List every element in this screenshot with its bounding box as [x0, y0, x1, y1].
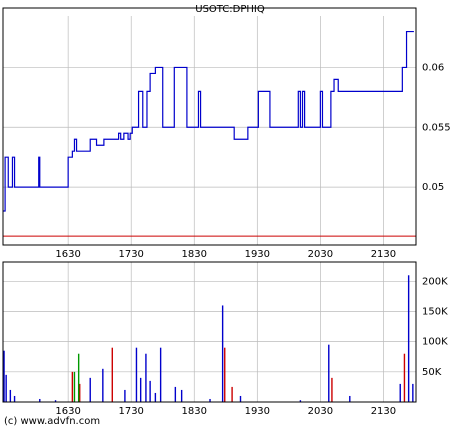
x-tick-label: 1630: [55, 249, 80, 260]
volume-bar: [209, 398, 211, 402]
volume-bar: [180, 389, 183, 402]
x-tick-label: 1930: [245, 249, 270, 260]
volume-bar: [221, 305, 224, 402]
volume-bar: [224, 347, 226, 402]
volume-bar: [135, 347, 138, 402]
x-tick-label: 1830: [182, 406, 207, 417]
volume-bar: [239, 395, 242, 402]
x-tick-label: 2130: [371, 249, 396, 260]
volume-bar: [102, 368, 104, 402]
chart-title: USOTC:DPHIQ: [195, 4, 265, 15]
volume-bar: [3, 350, 5, 402]
plot-frame: [2, 7, 417, 246]
x-tick-label: 2030: [308, 406, 333, 417]
volume-bar: [9, 389, 12, 402]
volume-bar: [79, 383, 81, 402]
volume-bar: [328, 344, 330, 402]
x-tick-label: 1730: [118, 406, 143, 417]
plot-frame: [2, 261, 417, 403]
volume-bar: [145, 353, 147, 402]
volume-bar: [39, 398, 41, 402]
volume-bar: [154, 392, 157, 402]
volume-bar: [331, 377, 333, 402]
x-tick-label: 1930: [245, 406, 270, 417]
volume-bar: [77, 353, 80, 402]
volume-bar: [412, 383, 414, 402]
y-tick-label: 50K: [422, 367, 442, 378]
volume-bar: [111, 347, 113, 402]
y-tick-label: 0.05: [422, 182, 444, 193]
y-tick-label: 0.055: [422, 122, 451, 133]
price-line: [3, 30, 414, 212]
volume-bar: [89, 377, 91, 402]
volume-bar: [139, 377, 142, 402]
volume-bar: [13, 395, 16, 402]
volume-bar: [159, 347, 162, 402]
y-tick-label: 0.06: [422, 62, 444, 73]
x-tick-label: 1730: [118, 249, 143, 260]
volume-bar: [299, 400, 302, 402]
volume-bar: [407, 275, 410, 402]
volume-bar: [349, 395, 351, 402]
volume-bar: [399, 383, 401, 402]
volume-bar: [5, 374, 7, 402]
volume-bar: [231, 386, 233, 402]
y-tick-label: 200K: [422, 276, 448, 287]
volume-bar: [73, 371, 76, 402]
volume-bar: [149, 380, 151, 402]
volume-bar: [174, 386, 177, 402]
x-tick-label: 1630: [55, 406, 80, 417]
x-tick-label: 2130: [371, 406, 396, 417]
volume-bar: [124, 389, 126, 402]
y-tick-label: 150K: [422, 306, 448, 317]
volume-bar: [71, 371, 74, 402]
x-tick-label: 2030: [308, 249, 333, 260]
y-tick-label: 100K: [422, 337, 448, 348]
source: (c) www.advfn.com: [4, 416, 100, 427]
volume-bar: [54, 400, 57, 402]
volume-bar: [403, 353, 406, 402]
x-tick-label: 1830: [182, 249, 207, 260]
